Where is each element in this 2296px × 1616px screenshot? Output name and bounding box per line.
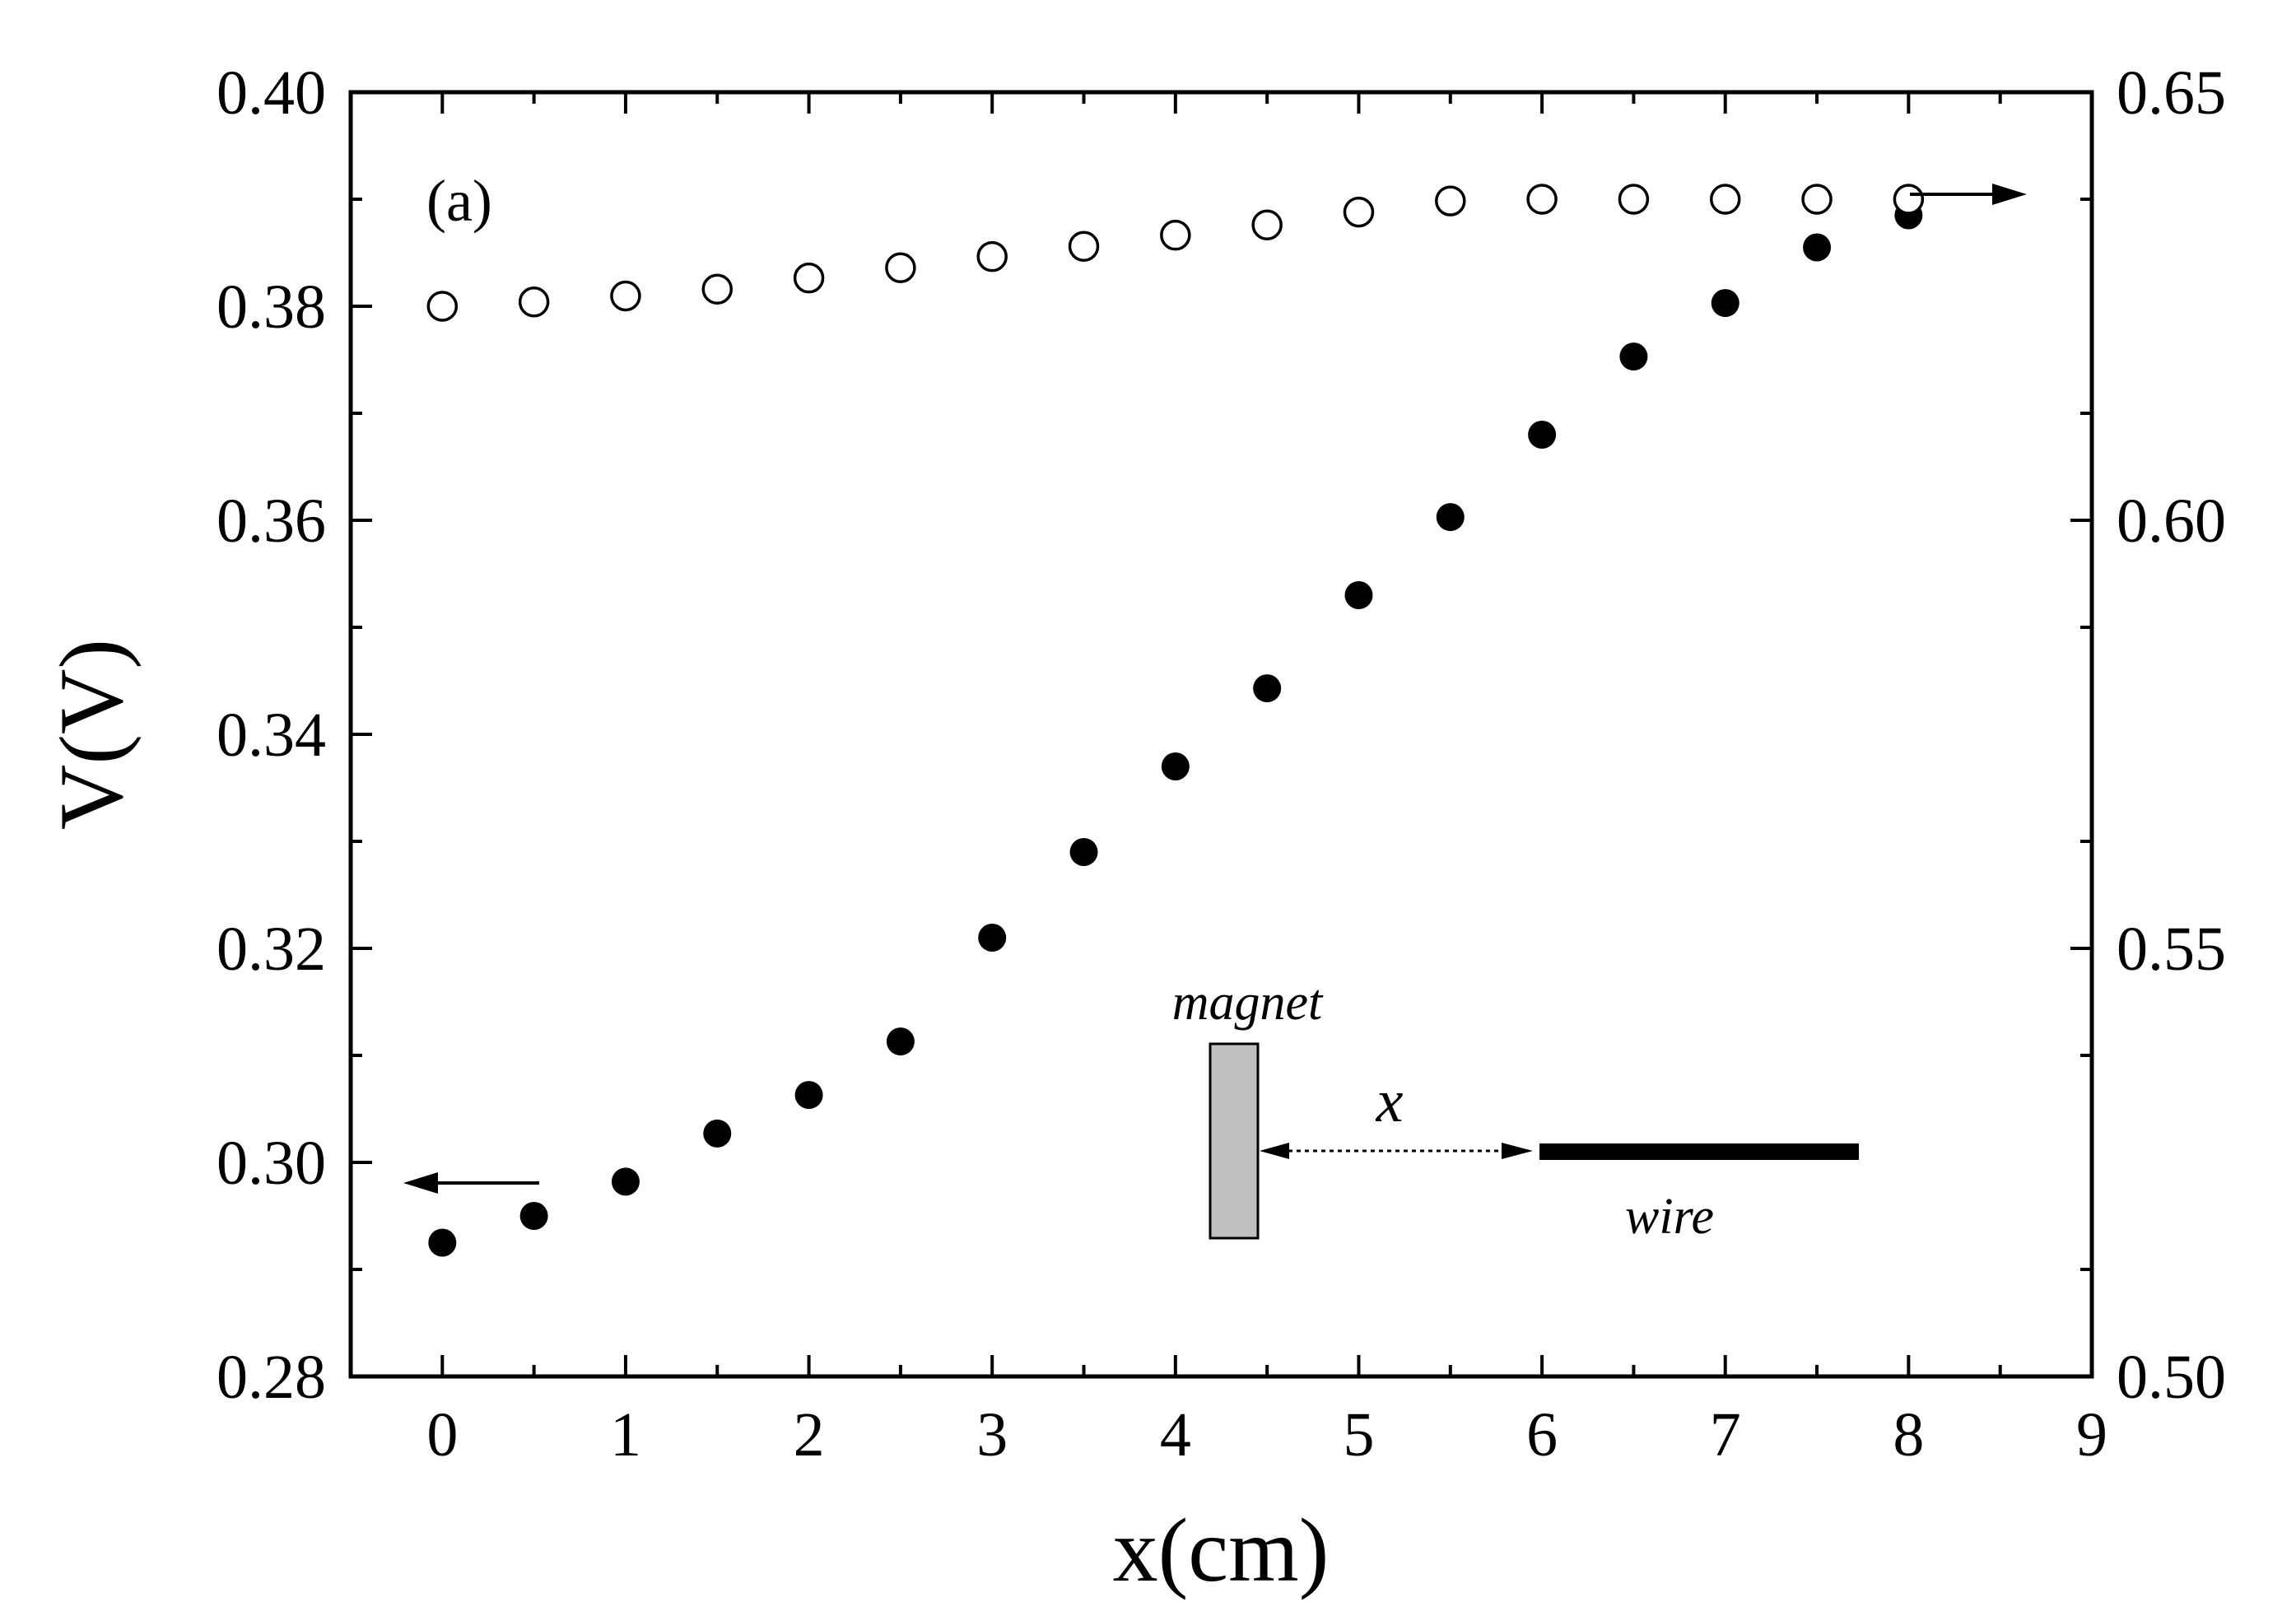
left-axis-indicator-arrow — [403, 1172, 539, 1194]
filled-circle-point — [1161, 752, 1190, 780]
y-axis-title: V(V) — [41, 639, 142, 830]
wire-label: wire — [1625, 1189, 1714, 1245]
y-right-tick-label: 0.55 — [2117, 915, 2226, 984]
y-left-tick-label: 0.34 — [217, 701, 326, 770]
open-circle-point — [701, 273, 734, 305]
open-circle-point — [1526, 184, 1558, 215]
y-left-tick-label: 0.32 — [217, 915, 326, 984]
distance-label: x — [1376, 1068, 1404, 1135]
y-left-tick-label: 0.38 — [217, 272, 326, 342]
filled-circle-point — [1069, 838, 1098, 866]
filled-circle-point — [1528, 421, 1557, 449]
open-circle-point — [976, 240, 1008, 272]
x-tick-label: 9 — [2076, 1400, 2107, 1469]
open-circle-point — [885, 252, 916, 283]
y-left-tick-label: 0.40 — [217, 58, 326, 128]
open-circle-point — [1435, 185, 1466, 217]
magnet-label: magnet — [1172, 975, 1324, 1031]
data-markers — [426, 184, 1925, 1257]
distance-arrow-right-head — [1502, 1143, 1533, 1159]
x-axis-title: x(cm) — [1113, 1500, 1330, 1600]
open-circle-point — [1801, 184, 1833, 215]
filled-circle-point — [519, 1202, 548, 1230]
x-tick-label: 0 — [426, 1400, 458, 1469]
filled-circle-point — [1253, 674, 1282, 703]
open-circle-point — [426, 291, 459, 322]
x-tick-label: 4 — [1160, 1400, 1191, 1469]
x-tick-label: 3 — [976, 1400, 1008, 1469]
right-axis-indicator-arrow — [1910, 184, 2027, 205]
filled-circle-point — [1619, 342, 1648, 371]
y-right-tick-label: 0.60 — [2117, 487, 2226, 556]
filled-circle-point — [1803, 233, 1832, 262]
filled-circle-point — [1436, 503, 1465, 532]
open-circle-point — [518, 286, 550, 318]
axis-ticks — [349, 91, 2093, 1378]
y-left-tick-label: 0.28 — [217, 1343, 326, 1412]
open-circle-point — [1068, 231, 1100, 262]
x-tick-label: 5 — [1343, 1400, 1374, 1469]
open-circle-point — [793, 262, 825, 294]
x-tick-label: 7 — [1710, 1400, 1741, 1469]
x-tick-label: 6 — [1526, 1400, 1558, 1469]
inset-schematic: magnet x wire — [1172, 975, 1859, 1245]
x-tick-label: 2 — [794, 1400, 825, 1469]
open-circle-point — [1618, 184, 1650, 215]
filled-circle-point — [794, 1081, 823, 1110]
axis-tick-labels: 0 1 2 3 4 5 6 7 8 9 0.28 0.30 0.32 0.34 0.36 0.38 0.40 0.… — [217, 58, 2226, 1469]
filled-circle-point — [703, 1119, 732, 1148]
filled-circle-point — [978, 924, 1007, 952]
x-tick-label: 1 — [610, 1400, 641, 1469]
panel-label: (a) — [426, 168, 492, 234]
wire-bar — [1539, 1143, 1859, 1160]
y-left-tick-label: 0.30 — [217, 1129, 326, 1198]
filled-circle-point — [428, 1228, 457, 1257]
x-tick-label: 8 — [1893, 1400, 1924, 1469]
open-circle-point — [610, 280, 641, 312]
filled-circle-point — [611, 1167, 640, 1196]
open-circle-point — [1160, 219, 1191, 251]
magnet-block — [1209, 1042, 1260, 1240]
y-left-tick-label: 0.36 — [217, 487, 326, 556]
distance-arrow-left-head — [1260, 1143, 1289, 1159]
filled-circle-point — [886, 1027, 915, 1056]
open-circle-point — [1893, 184, 1925, 215]
filled-circle-point — [1711, 289, 1739, 318]
y-right-tick-label: 0.50 — [2117, 1343, 2226, 1412]
filled-circle-point — [1344, 581, 1373, 609]
open-circle-point — [1251, 209, 1283, 240]
open-circle-point — [1709, 184, 1741, 215]
y-right-tick-label: 0.65 — [2117, 58, 2226, 128]
open-circle-point — [1343, 196, 1375, 228]
